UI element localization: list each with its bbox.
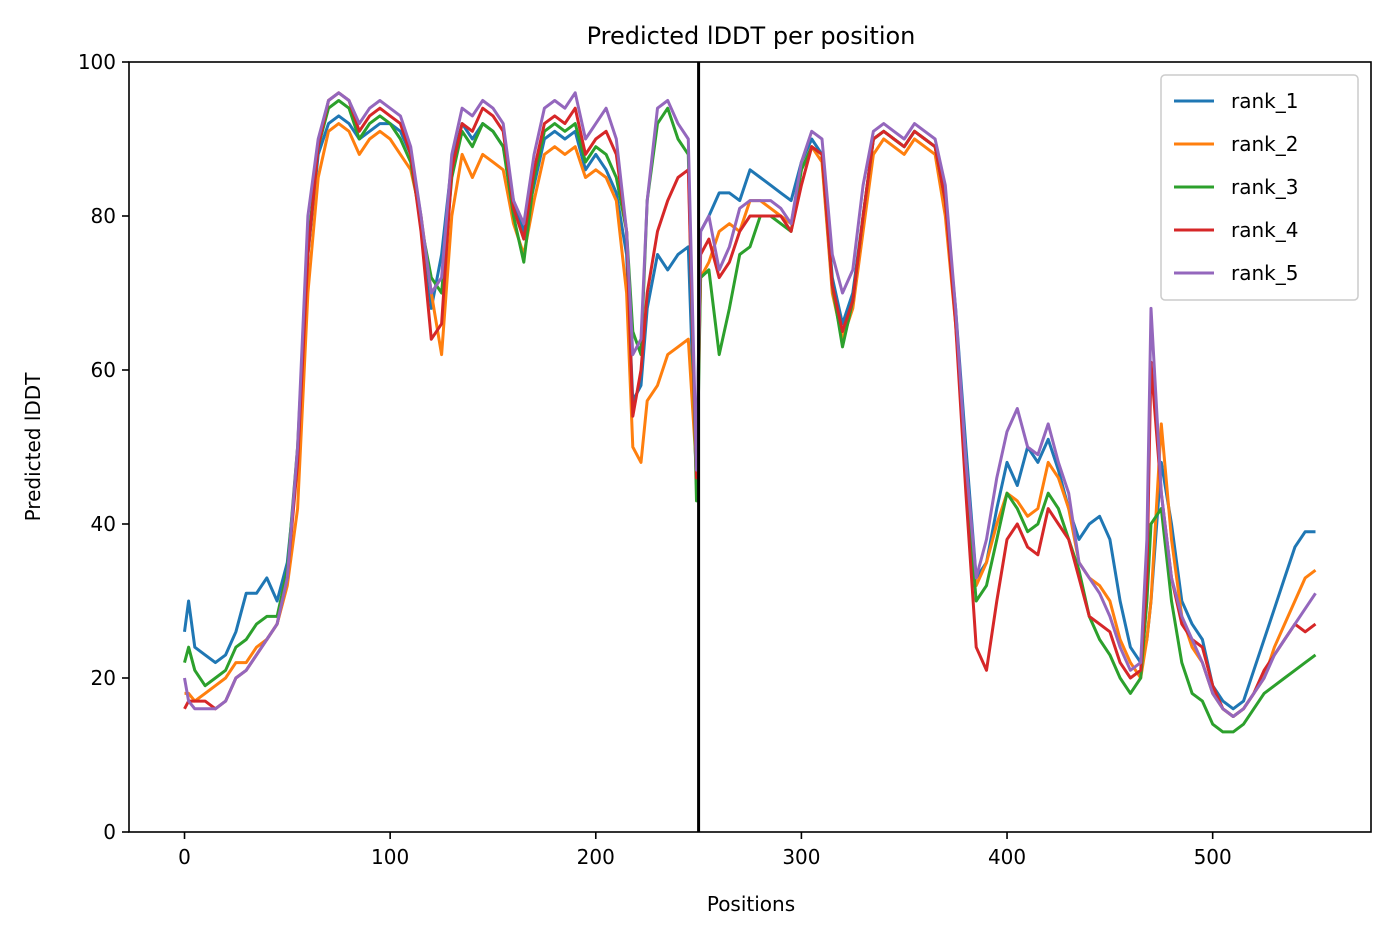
axes: 0 100 200 300 400 500 0 20 40 60 80 100 — [78, 50, 1372, 869]
legend-box — [1160, 74, 1359, 301]
x-tick-label: 100 — [371, 845, 409, 869]
y-tick-label: 0 — [103, 820, 116, 844]
legend: rank_1 rank_2 rank_3 rank_4 rank_5 — [1160, 74, 1359, 301]
x-tick-label: 400 — [988, 845, 1026, 869]
legend-label-rank_4: rank_4 — [1231, 218, 1298, 242]
x-tick-label: 0 — [178, 845, 191, 869]
series-line-rank_4 — [183, 91, 1317, 718]
series-line-rank_1 — [183, 114, 1316, 711]
chart-title: Predicted lDDT per position — [587, 22, 916, 50]
x-tick-label: 300 — [782, 845, 820, 869]
y-tick-label: 80 — [91, 204, 116, 228]
legend-label-rank_3: rank_3 — [1231, 175, 1298, 199]
x-tick-label: 200 — [577, 845, 615, 869]
legend-label-rank_2: rank_2 — [1231, 132, 1298, 156]
y-tick-label: 100 — [78, 50, 116, 74]
legend-label-rank_5: rank_5 — [1231, 261, 1298, 285]
x-axis-title: Positions — [707, 892, 795, 916]
plot-area — [183, 62, 1317, 832]
legend-label-rank_1: rank_1 — [1231, 89, 1298, 113]
series-line-rank_3 — [183, 99, 1317, 734]
series-line-rank_5 — [183, 91, 1317, 718]
x-tick-label: 500 — [1194, 845, 1232, 869]
y-axis-title: Predicted lDDT — [21, 372, 45, 522]
y-tick-label: 60 — [91, 358, 116, 382]
axes-frame — [128, 61, 1372, 833]
y-tick-label: 20 — [91, 666, 116, 690]
y-tick-label: 40 — [91, 512, 116, 536]
